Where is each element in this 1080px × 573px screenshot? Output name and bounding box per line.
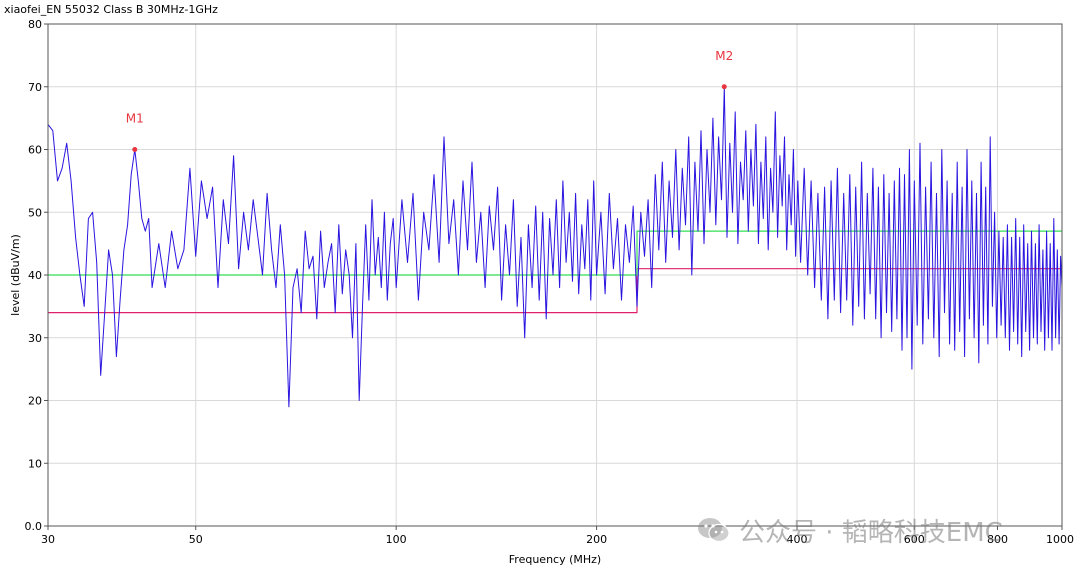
y-tick-label: 40 bbox=[28, 269, 42, 282]
limit-line bbox=[48, 268, 1062, 314]
limit-line bbox=[48, 230, 1062, 276]
marker-label: M2 bbox=[715, 49, 733, 63]
x-tick-label: 1000 bbox=[1046, 533, 1074, 546]
x-axis-ticks: 30 50 100 200 400 600 800 1000 bbox=[41, 526, 1074, 546]
measurement-trace bbox=[47, 86, 1063, 408]
y-tick-label: 80 bbox=[28, 18, 42, 31]
y-tick-label: 50 bbox=[28, 206, 42, 219]
marker-point bbox=[132, 147, 138, 152]
y-tick-label: 20 bbox=[28, 395, 42, 408]
marker-point bbox=[721, 84, 727, 90]
x-tick-label: 100 bbox=[386, 533, 407, 546]
x-tick-label: 800 bbox=[987, 533, 1008, 546]
x-axis-label: Frequency (MHz) bbox=[509, 553, 601, 566]
y-tick-label: 0.0 bbox=[25, 520, 43, 533]
x-tick-label: 200 bbox=[586, 533, 607, 546]
x-tick-label: 50 bbox=[189, 533, 203, 546]
x-tick-label: 400 bbox=[787, 533, 808, 546]
x-tick-label: 600 bbox=[904, 533, 925, 546]
y-axis-ticks: 0.0 10 20 30 40 50 60 70 80 bbox=[25, 18, 48, 533]
y-tick-label: 10 bbox=[28, 457, 42, 470]
y-tick-label: 30 bbox=[28, 332, 42, 345]
y-tick-label: 70 bbox=[28, 81, 42, 94]
y-tick-label: 60 bbox=[28, 144, 42, 157]
x-tick-label: 30 bbox=[41, 533, 55, 546]
y-axis-label: level (dBuV/m) bbox=[9, 234, 22, 316]
marker-label: M1 bbox=[126, 112, 144, 126]
markers: M1 M2 bbox=[126, 49, 733, 152]
chart-title: xiaofei_EN 55032 Class B 30MHz-1GHz bbox=[4, 3, 218, 16]
measurement-line bbox=[47, 86, 1063, 408]
limit-lines bbox=[48, 230, 1062, 314]
